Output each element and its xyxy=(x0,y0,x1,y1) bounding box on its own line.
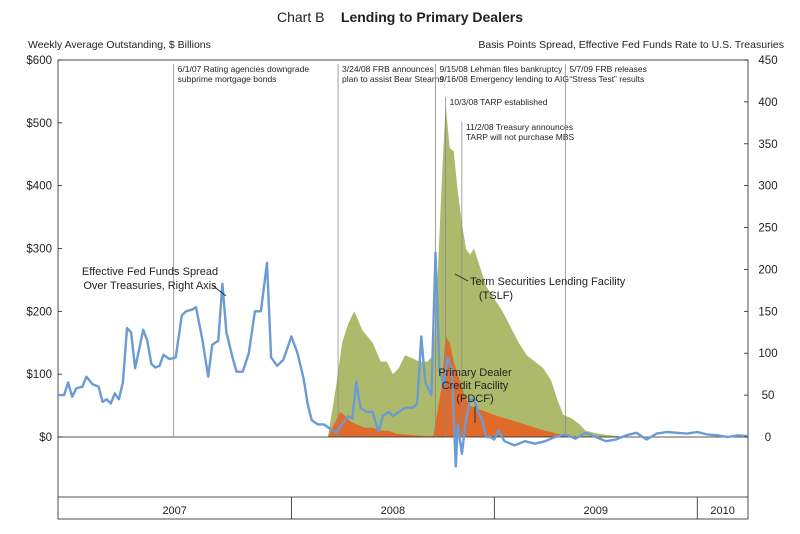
event-annotation: 9/16/08 Emergency lending to AIG xyxy=(439,74,568,84)
right-tick-label: 0 xyxy=(765,432,771,444)
event-annotation: 10/3/08 TARP established xyxy=(450,97,548,107)
left-tick-label: $300 xyxy=(26,244,52,256)
event-annotation: subprime mortgage bonds xyxy=(178,74,277,84)
chart-title-lead: Chart B xyxy=(277,9,324,25)
year-label: 2009 xyxy=(584,505,608,517)
spread-line xyxy=(58,251,749,468)
tslf-label: (TSLF) xyxy=(479,290,513,302)
event-annotation: 9/15/08 Lehman files bankruptcy xyxy=(439,64,563,74)
year-label: 2008 xyxy=(381,505,405,517)
event-annotation: 6/1/07 Rating agencies downgrade xyxy=(178,64,310,74)
right-tick-label: 300 xyxy=(758,181,777,193)
right-tick-label: 350 xyxy=(758,139,777,151)
event-annotation: TARP will not purchase MBS xyxy=(466,132,575,142)
event-annotation: 5/7/09 FRB releases xyxy=(569,64,646,74)
left-tick-label: $100 xyxy=(26,369,52,381)
pdcf-label: Primary Dealer xyxy=(438,367,512,379)
right-tick-label: 200 xyxy=(758,264,777,276)
left-tick-label: $200 xyxy=(26,306,52,318)
left-tick-label: $600 xyxy=(26,55,52,67)
left-tick-label: $400 xyxy=(26,181,52,193)
left-tick-label: $500 xyxy=(26,118,52,130)
right-tick-label: 50 xyxy=(762,390,775,402)
year-label: 2010 xyxy=(710,505,734,517)
tslf-leader xyxy=(454,273,469,282)
event-annotation: plan to assist Bear Stearns xyxy=(342,74,444,84)
plot-frame xyxy=(57,59,749,520)
right-axis-label: Basis Points Spread, Effective Fed Funds… xyxy=(478,39,784,51)
spread-leader xyxy=(211,284,227,297)
right-tick-label: 250 xyxy=(758,223,777,235)
tslf-label: Term Securities Lending Facility xyxy=(470,276,626,288)
area-pdcf xyxy=(327,336,572,437)
chart-title: Chart B Lending to Primary Dealers xyxy=(277,9,523,26)
chart-title-main: Lending to Primary Dealers xyxy=(341,9,523,25)
left-tick-label: $0 xyxy=(39,432,52,444)
spread-label: Effective Fed Funds Spread xyxy=(82,266,218,278)
left-axis-label: Weekly Average Outstanding, $ Billions xyxy=(28,39,211,51)
pdcf-label: (PDCF) xyxy=(456,393,493,405)
right-tick-label: 400 xyxy=(758,97,777,109)
right-tick-label: 450 xyxy=(758,55,777,67)
right-tick-label: 100 xyxy=(758,348,777,360)
spread-label: Over Treasuries, Right Axis xyxy=(83,280,217,292)
area-tslf xyxy=(327,104,629,437)
event-annotation: “Stress Test” results xyxy=(569,74,644,84)
year-label: 2007 xyxy=(162,505,186,517)
event-annotation: 11/2/08 Treasury announces xyxy=(466,122,573,132)
pdcf-label: Credit Facility xyxy=(442,380,509,392)
event-annotation: 3/24/08 FRB announces xyxy=(342,64,434,74)
right-tick-label: 150 xyxy=(758,306,777,318)
